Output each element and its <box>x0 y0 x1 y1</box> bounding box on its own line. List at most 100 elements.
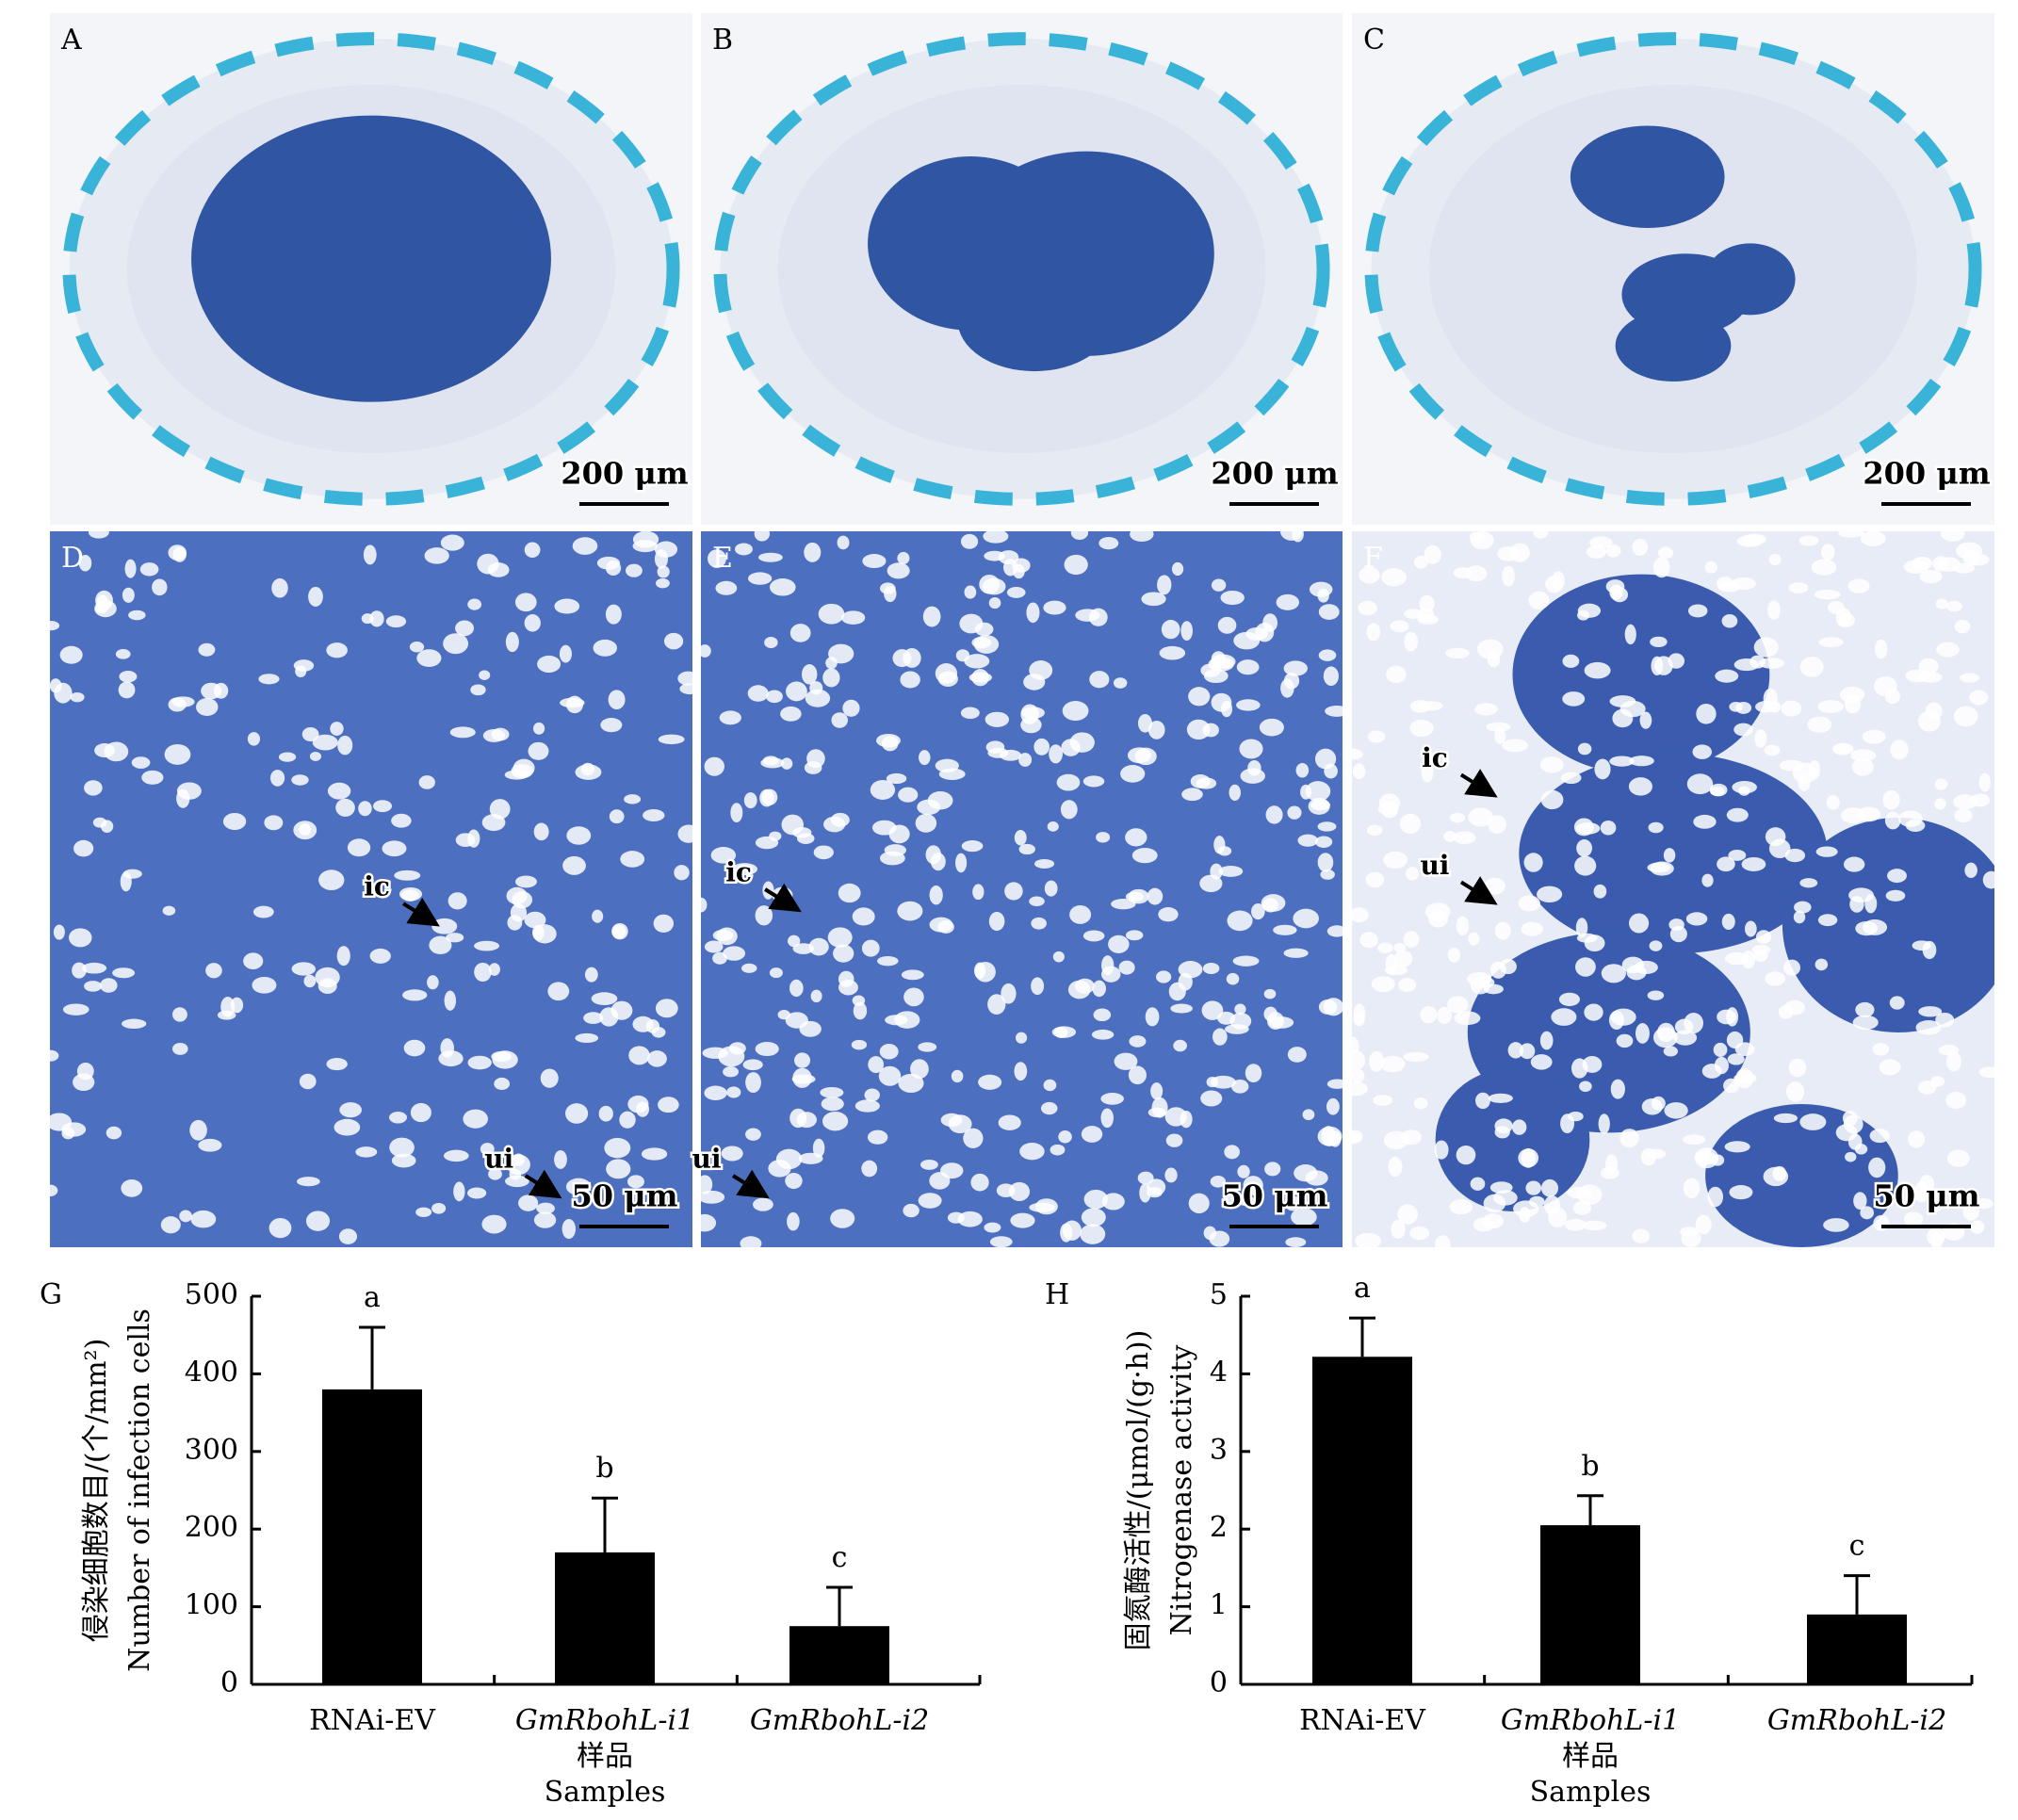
cell <box>1317 853 1334 872</box>
cell <box>1872 1043 1890 1056</box>
cell <box>1576 838 1593 857</box>
cell <box>1741 856 1766 871</box>
cell <box>1449 1199 1473 1215</box>
cell <box>1807 716 1832 733</box>
cell <box>1326 925 1343 937</box>
cell <box>1969 690 1989 706</box>
cell <box>1145 1007 1160 1027</box>
cell <box>796 1112 817 1129</box>
cell <box>1632 538 1648 556</box>
cell <box>84 981 103 992</box>
cell <box>198 642 216 657</box>
cell <box>1366 623 1381 642</box>
cell <box>1684 1013 1704 1034</box>
cell <box>1634 960 1658 975</box>
cell <box>802 664 818 685</box>
cell <box>1082 775 1105 788</box>
cell <box>1064 554 1088 576</box>
cell <box>766 690 783 704</box>
cell <box>1574 855 1597 876</box>
cell <box>1772 1165 1787 1181</box>
cell <box>172 546 187 562</box>
scale-label: 200 μm <box>561 456 688 492</box>
cell <box>391 813 412 828</box>
cell <box>719 710 741 725</box>
cell <box>54 682 73 704</box>
cell <box>1847 1133 1863 1150</box>
cell <box>440 1038 455 1058</box>
cell <box>295 665 307 677</box>
cell <box>1601 964 1626 983</box>
cell <box>524 614 541 632</box>
cell <box>780 757 793 770</box>
cell <box>339 1102 362 1118</box>
cell <box>1539 756 1564 773</box>
cell <box>989 1236 1013 1247</box>
cell <box>477 553 499 575</box>
panel-label: C <box>1363 24 1385 57</box>
cell <box>121 1179 143 1197</box>
cell <box>1868 1157 1886 1178</box>
cell <box>1014 830 1027 846</box>
cell <box>448 892 467 910</box>
cell <box>1034 1198 1058 1215</box>
infected-zone <box>191 115 551 402</box>
cell <box>1120 765 1146 783</box>
cell <box>1941 531 1965 542</box>
cell <box>537 655 561 674</box>
cell <box>1838 531 1864 538</box>
cell <box>564 1103 589 1124</box>
cell <box>998 1114 1021 1130</box>
cell <box>1178 961 1203 979</box>
cell <box>600 718 623 733</box>
cell <box>1814 589 1841 600</box>
cell <box>1610 1079 1625 1099</box>
micrograph: A 200 μm <box>50 13 692 525</box>
arrow <box>764 883 802 913</box>
cell <box>747 685 769 702</box>
cell <box>592 909 604 923</box>
cell <box>793 1052 811 1068</box>
cell <box>1918 672 1943 683</box>
cell <box>838 883 861 903</box>
cell <box>1058 1129 1072 1144</box>
cell <box>1050 1144 1066 1156</box>
cell <box>645 1019 660 1033</box>
cell <box>721 1146 743 1162</box>
cell <box>1326 1097 1340 1115</box>
cell <box>608 690 626 710</box>
cell <box>566 826 592 845</box>
cell <box>1707 1186 1724 1208</box>
cell <box>119 671 138 683</box>
cell <box>861 939 880 957</box>
cell <box>1521 921 1543 936</box>
cell <box>326 642 348 658</box>
cell <box>820 1086 844 1098</box>
cell <box>1232 955 1260 967</box>
cell <box>1470 1177 1486 1191</box>
cell <box>1089 671 1110 689</box>
cell <box>643 809 665 822</box>
cell <box>327 782 351 800</box>
cell <box>1717 1009 1736 1025</box>
cell <box>753 1197 773 1211</box>
cell <box>1852 1015 1879 1031</box>
cell <box>1628 913 1650 934</box>
cell <box>1263 1006 1278 1022</box>
cell <box>987 994 1006 1016</box>
cell <box>222 812 247 831</box>
cell <box>1404 609 1424 619</box>
cell <box>654 549 669 569</box>
cell <box>1962 1203 1979 1221</box>
cell <box>312 734 338 751</box>
cell <box>1815 846 1838 857</box>
cell <box>507 915 523 931</box>
cell <box>677 671 692 686</box>
cell <box>1521 1147 1536 1168</box>
cell <box>1237 1164 1250 1178</box>
cell <box>1202 962 1220 975</box>
cell <box>1701 873 1714 887</box>
panel-label: E <box>712 542 733 575</box>
cell <box>1091 1029 1115 1040</box>
cell <box>547 982 570 1001</box>
